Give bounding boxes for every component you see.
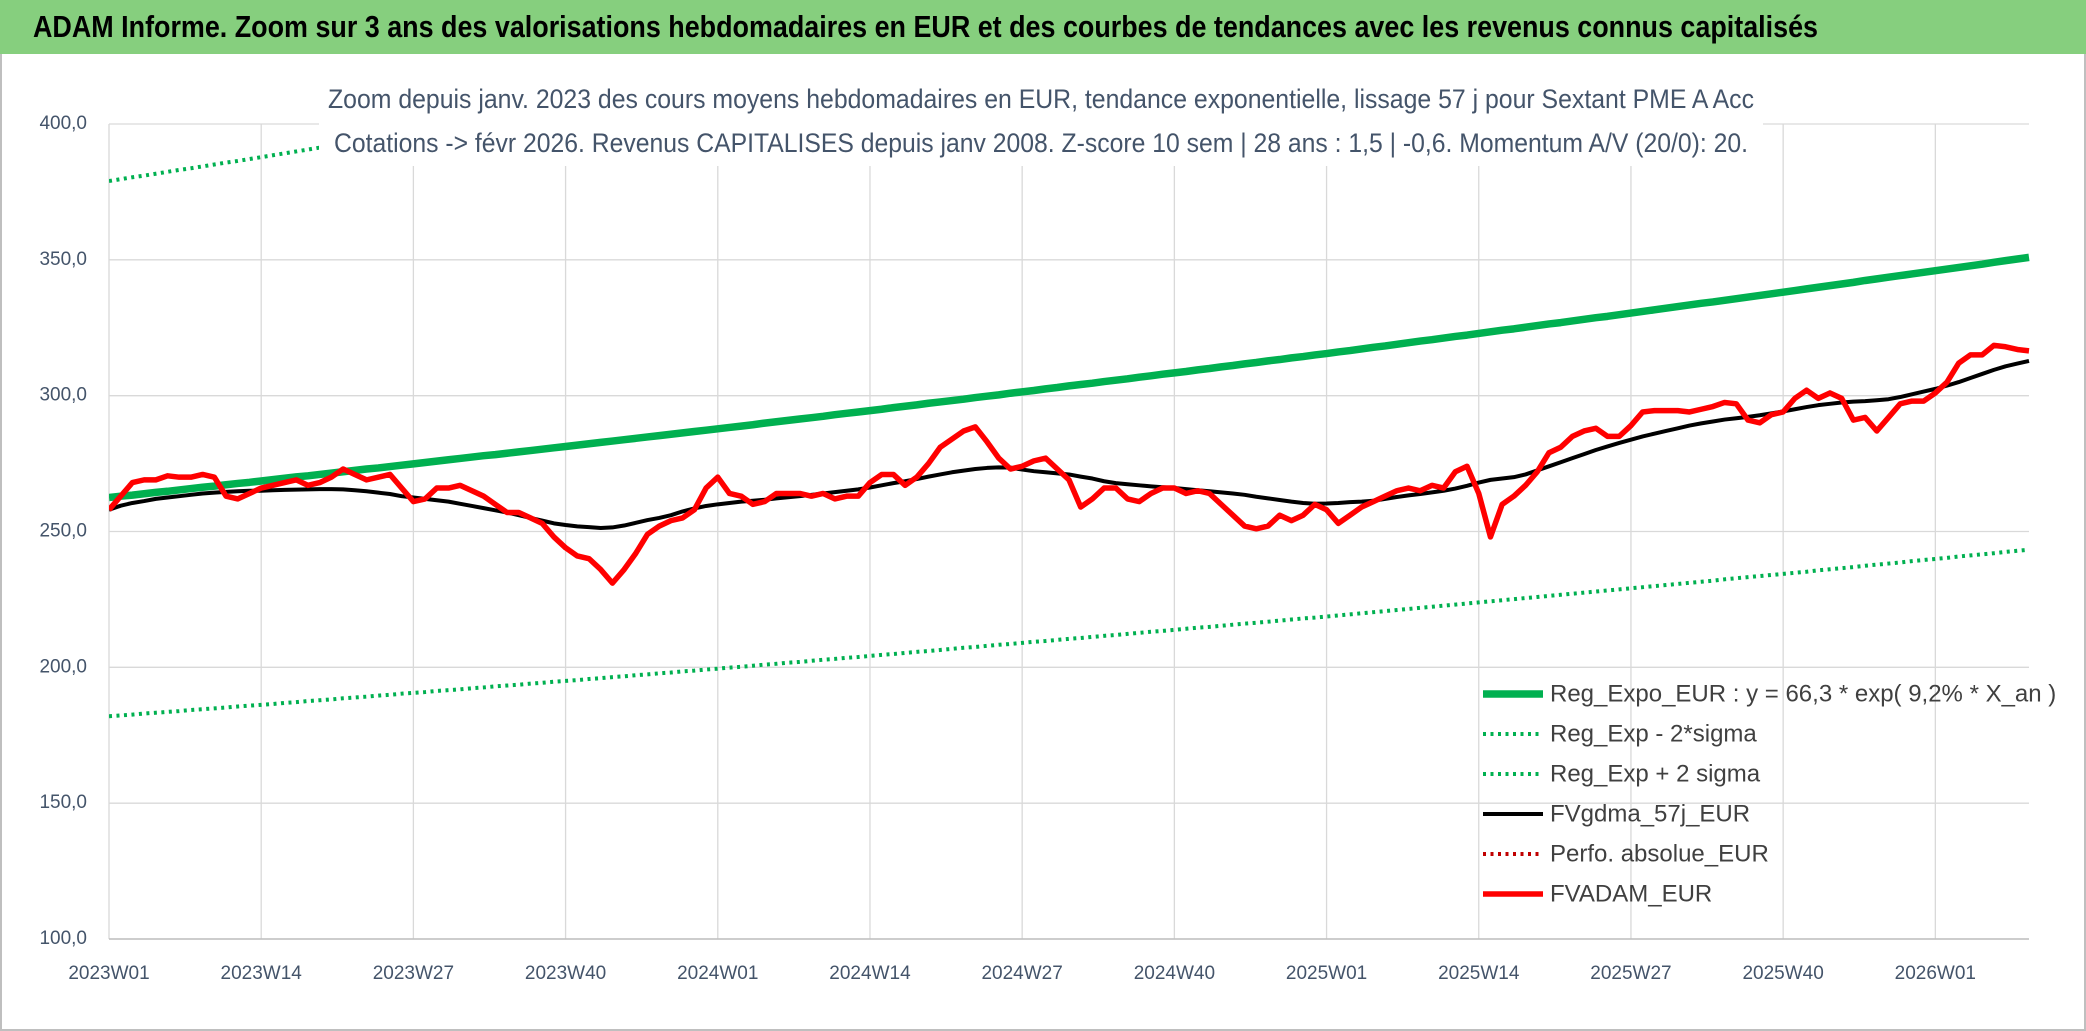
chart-title: ADAM Informe. Zoom sur 3 ans des valoris… bbox=[33, 9, 1818, 44]
x-tick-label: 2025W40 bbox=[1742, 963, 1823, 984]
y-tick-label: 400,0 bbox=[39, 113, 87, 134]
series-line bbox=[109, 342, 2030, 586]
subtitle: Cotations -> févr 2026. Revenus CAPITALI… bbox=[334, 128, 1748, 158]
x-tick-label: 2025W01 bbox=[1286, 963, 1367, 984]
legend-label: FVgdma_57j_EUR bbox=[1550, 800, 1750, 827]
x-tick-label: 2025W27 bbox=[1590, 963, 1671, 984]
x-tick-label: 2023W40 bbox=[525, 963, 606, 984]
x-tick-label: 2023W14 bbox=[221, 963, 303, 984]
y-tick-label: 100,0 bbox=[39, 928, 87, 949]
x-tick-label: 2023W27 bbox=[373, 963, 454, 984]
legend-label: Reg_Exp + 2 sigma bbox=[1550, 760, 1761, 787]
legend-label: Perfo. absolue_EUR bbox=[1550, 840, 1769, 867]
x-tick-label: 2024W27 bbox=[981, 963, 1062, 984]
subtitle-box bbox=[319, 80, 1763, 166]
x-tick-label: 2025W14 bbox=[1438, 963, 1520, 984]
legend-label: FVADAM_EUR bbox=[1550, 880, 1712, 907]
y-tick-label: 300,0 bbox=[39, 385, 87, 406]
x-tick-label: 2024W01 bbox=[677, 963, 758, 984]
y-tick-label: 350,0 bbox=[39, 249, 87, 270]
x-tick-label: 2023W01 bbox=[68, 963, 149, 984]
series-line bbox=[109, 253, 2030, 502]
x-tick-label: 2024W14 bbox=[829, 963, 911, 984]
legend-label: Reg_Expo_EUR : y = 66,3 * exp( 9,2% * X_… bbox=[1550, 680, 2056, 707]
x-tick-label: 2026W01 bbox=[1895, 963, 1976, 984]
legend-label: Reg_Exp - 2*sigma bbox=[1550, 720, 1757, 747]
series-line bbox=[109, 547, 2030, 719]
y-tick-label: 200,0 bbox=[39, 656, 87, 677]
y-tick-label: 250,0 bbox=[39, 521, 87, 542]
plot bbox=[109, 120, 2030, 719]
grid: 100,0 150,0 200,0 250,0 300,0 350,0 400,0 2023W… bbox=[39, 113, 2029, 984]
series-line bbox=[109, 358, 2030, 530]
legend: Reg_Expo_EUR : y = 66,3 * exp( 9,2% * X_… bbox=[1483, 680, 2056, 907]
x-tick-label: 2024W40 bbox=[1134, 963, 1215, 984]
subtitle: Zoom depuis janv. 2023 des cours moyens … bbox=[328, 84, 1754, 114]
title-bar bbox=[0, 0, 2086, 54]
y-tick-label: 150,0 bbox=[39, 792, 87, 813]
